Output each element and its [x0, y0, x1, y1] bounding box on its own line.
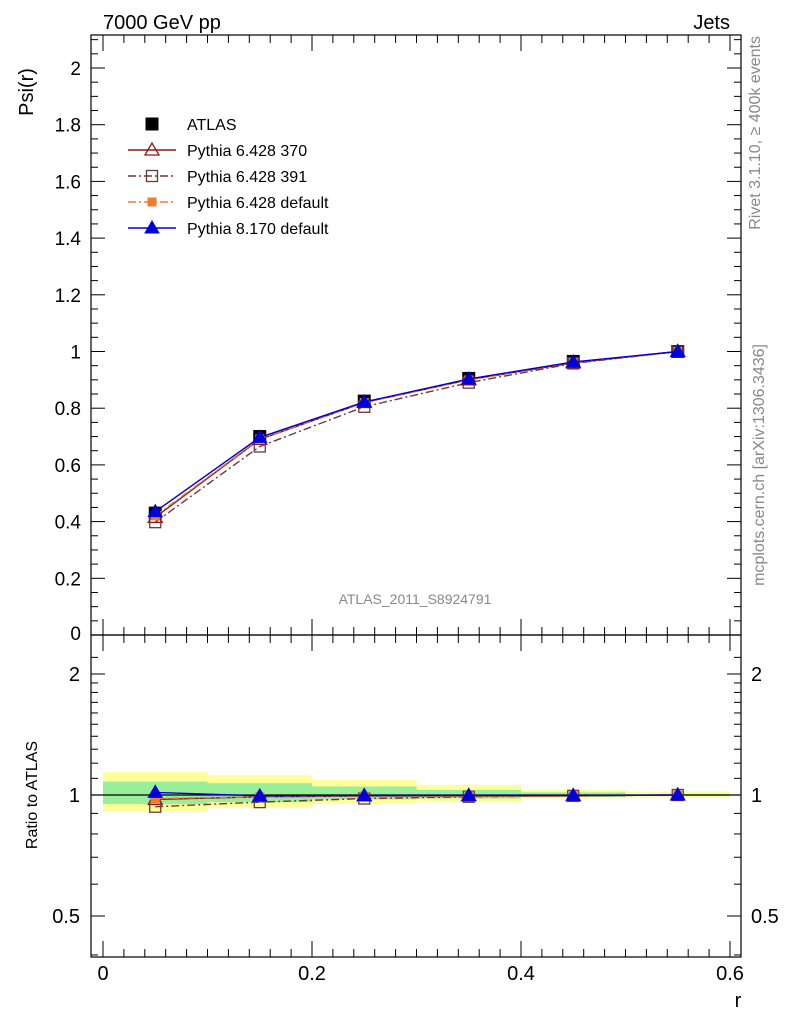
main-y-tick-label: 1.2	[55, 286, 81, 307]
main-y-tick-label: 1.6	[55, 172, 81, 193]
side-text-bottom: mcplots.cern.ch [arXiv:1306.3436]	[751, 344, 768, 586]
legend-marker	[145, 169, 159, 183]
side-text-top: Rivet 3.1.10, ≥ 400k events	[747, 36, 764, 230]
x-tick-label: 0.2	[298, 963, 326, 985]
legend-label: Pythia 6.428 370	[187, 143, 307, 160]
legend-label: Pythia 8.170 default	[187, 221, 329, 238]
ratio-y-axis: 0.5 0.5 1 1 2 2	[52, 656, 779, 956]
data-point-pythia-8-170-default	[565, 787, 582, 801]
main-y-label: Psi(r)	[16, 68, 38, 116]
main-panel: 0 0.2 0.4 0.6 0.8 1 1.2 1.4 1.6 1.8 2 Psi(r) ATLAS…	[16, 34, 742, 645]
data-point-pythia-8-170-default	[251, 787, 268, 802]
main-y-tick-label: 0.8	[55, 399, 81, 420]
ratio-y-tick-label: 0.5	[52, 906, 80, 928]
ratio-series-group	[147, 784, 686, 813]
main-series-group	[147, 343, 686, 529]
main-y-tick-label: 2	[70, 59, 81, 80]
header-left: 7000 GeV pp	[103, 12, 221, 34]
ratio-x-axis: 0 0.2 0.4 0.6	[97, 635, 744, 985]
series-line-pythia-8-170-default	[154, 350, 678, 513]
ratio-y-tick-label: 2	[69, 664, 80, 686]
watermark-label: ATLAS_2011_S8924791	[339, 591, 492, 607]
data-point-pythia-8-170-default	[460, 371, 477, 385]
ratio-y-tick-label-right: 2	[751, 664, 762, 686]
main-y-tick-label: 0.4	[55, 513, 82, 534]
ratio-y-label: Ratio to ATLAS	[24, 741, 41, 849]
legend-marker	[144, 220, 160, 234]
series-line-pythia-6-428-370	[154, 350, 678, 518]
x-tick-label: 0.6	[716, 963, 744, 985]
data-point-pythia-8-170-default	[669, 787, 686, 801]
legend-marker	[145, 117, 159, 131]
main-y-tick-label: 1.8	[55, 116, 81, 137]
x-axis-label: r	[735, 990, 742, 1012]
legend: ATLAS Pythia 6.428 370 Pythia 6.428 391 Pyt…	[128, 117, 329, 238]
x-tick-label: 0	[97, 963, 108, 985]
data-point-pythia-8-170-default	[356, 393, 373, 408]
ratio-y-tick-label: 1	[69, 785, 80, 807]
header-right: Jets	[693, 12, 730, 34]
main-y-tick-label: 1.4	[55, 229, 82, 250]
legend-marker	[147, 197, 157, 207]
data-point-pythia-8-170-default	[669, 343, 686, 357]
x-tick-label: 0.4	[507, 963, 535, 985]
legend-marker	[143, 141, 161, 156]
data-point-pythia-8-170-default	[147, 503, 164, 518]
series-line-pythia-6-428-391	[154, 350, 678, 523]
ratio-y-tick-label-right: 0.5	[751, 906, 779, 928]
series-line-pythia-8-170-default	[155, 791, 678, 797]
ratio-panel: 0.5 0.5 1 1 2 2 0 0.2 0.4 0.6 Ratio to ATLAS r	[24, 634, 779, 1012]
data-point-pythia-8-170-default	[251, 429, 268, 443]
main-y-tick-label: 0.2	[55, 569, 81, 590]
main-y-tick-label: 0	[70, 624, 81, 645]
main-y-axis: 0 0.2 0.4 0.6 0.8 1 1.2 1.4 1.6 1.8 2	[55, 39, 741, 645]
data-point-pythia-8-170-default	[356, 787, 373, 802]
data-point-pythia-8-170-default	[565, 353, 582, 368]
ratio-y-tick-label-right: 1	[751, 785, 762, 807]
legend-label: Pythia 6.428 default	[187, 195, 329, 212]
series-line-pythia-6-428-default	[154, 350, 678, 517]
main-x-axis	[102, 35, 731, 635]
main-y-tick-label: 0.6	[55, 456, 81, 477]
main-y-tick-label: 1	[70, 343, 81, 364]
legend-label: ATLAS	[187, 117, 237, 134]
data-point-pythia-8-170-default	[147, 784, 164, 798]
data-point-pythia-8-170-default	[460, 787, 477, 801]
legend-label: Pythia 6.428 391	[187, 169, 307, 186]
